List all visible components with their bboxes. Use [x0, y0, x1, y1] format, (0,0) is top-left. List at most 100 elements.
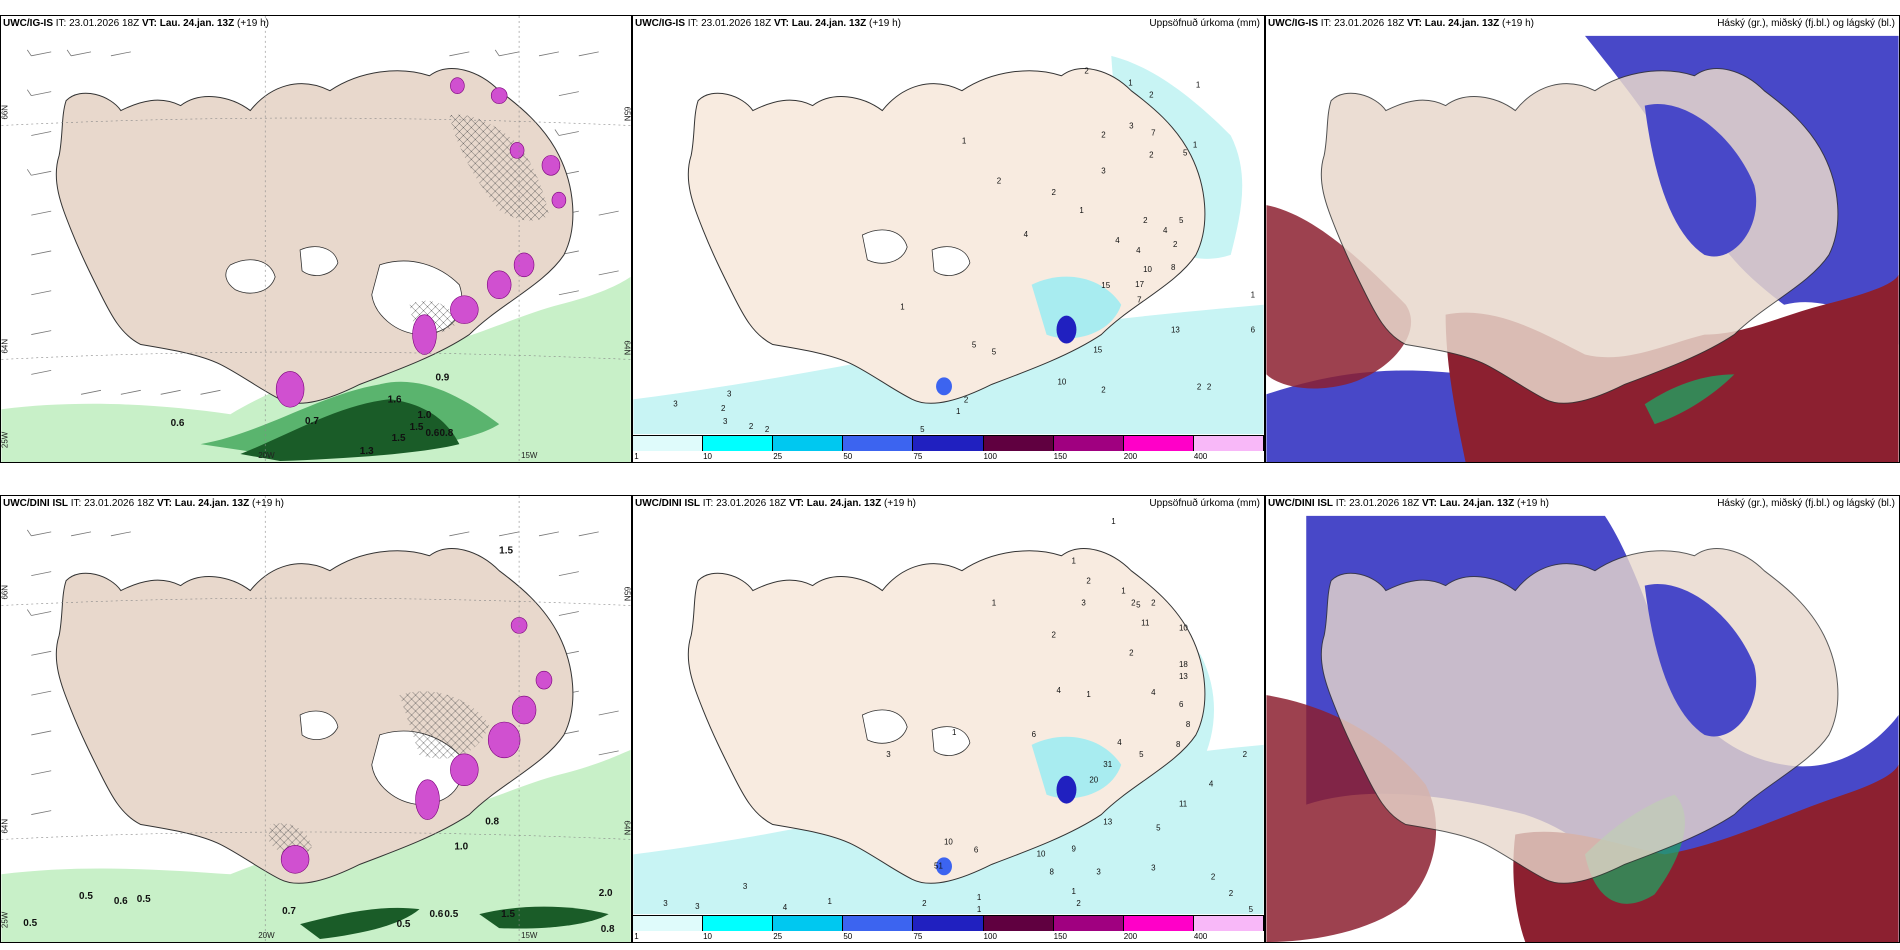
svg-text:2: 2	[1084, 67, 1089, 76]
lat-label: 65N	[623, 587, 631, 602]
wind-map: 66N 64N 25W 20W 15W 65N 64N 0.5 0.6 0.5 …	[1, 496, 631, 942]
svg-text:3: 3	[1151, 863, 1156, 872]
precip-core	[936, 857, 952, 876]
colorbar-swatch	[983, 916, 1054, 931]
svg-text:2: 2	[1052, 630, 1057, 639]
wind-speed-label: 0.7	[282, 906, 296, 917]
wind-speed-label: 0.8	[485, 817, 499, 828]
colorbar-swatch	[1193, 916, 1264, 931]
svg-text:2: 2	[997, 176, 1002, 185]
graticule	[1, 496, 631, 942]
svg-text:8: 8	[1171, 263, 1176, 272]
lon-label: 20W	[258, 931, 275, 940]
wind-speed-label: 0.6	[171, 418, 185, 429]
svg-text:11: 11	[1179, 800, 1188, 809]
panel-title: UWC/IG-IS IT: 23.01.2026 18Z VT: Lau. 24…	[1268, 18, 1534, 29]
colorbar-swatch	[633, 916, 704, 931]
glacier-patch	[861, 229, 908, 264]
panel-variable-title: Háský (gr.), miðský (fj.bl.) og lágský (…	[1717, 18, 1895, 29]
panel-title: UWC/DINI ISL IT: 23.01.2026 18Z VT: Lau.…	[635, 498, 916, 509]
svg-text:4: 4	[1024, 230, 1029, 239]
wind-speed-label: 0.6	[426, 428, 440, 439]
colorbar-swatch	[913, 916, 984, 931]
svg-text:2: 2	[964, 395, 969, 404]
panel-variable-title: Háský (gr.), miðský (fj.bl.) og lágský (…	[1717, 498, 1895, 509]
svg-text:2: 2	[1131, 599, 1136, 608]
hatched-area	[449, 114, 549, 221]
svg-text:2: 2	[1151, 599, 1156, 608]
wind-speed-label: 0.5	[137, 894, 151, 905]
cloud-map	[1266, 35, 1899, 462]
lat-label: 64N	[1, 819, 9, 834]
colorbar-label: 150	[1053, 452, 1068, 461]
svg-text:13: 13	[1179, 672, 1188, 681]
svg-text:6: 6	[1179, 700, 1184, 709]
svg-text:4: 4	[1209, 780, 1214, 789]
colorbar-label: 100	[983, 932, 997, 941]
svg-text:1: 1	[1193, 140, 1198, 149]
svg-text:2: 2	[1143, 216, 1148, 225]
svg-text:1: 1	[977, 893, 982, 902]
colorbar-label: 25	[773, 452, 783, 461]
svg-text:2: 2	[1076, 899, 1081, 908]
svg-text:5: 5	[1139, 750, 1144, 759]
colorbar-label: 400	[1193, 932, 1208, 941]
mid-cloud	[1644, 104, 1757, 257]
colorbar-label: 1	[634, 932, 639, 941]
cloud-map-panel-ig-is: UWC/IG-IS IT: 23.01.2026 18Z VT: Lau. 24…	[1265, 15, 1900, 463]
colorbar-swatch	[1123, 436, 1194, 451]
svg-text:1: 1	[1196, 81, 1201, 90]
colorbar-label: 1	[634, 452, 639, 461]
svg-text:3: 3	[743, 882, 748, 891]
precip-shading-land	[1031, 736, 1122, 799]
colorbar-swatch	[983, 436, 1054, 451]
colorbar-swatch	[913, 436, 984, 451]
svg-text:2: 2	[1197, 382, 1202, 391]
svg-text:3: 3	[1101, 166, 1106, 175]
lat-label: 66N	[1, 105, 9, 120]
svg-text:2: 2	[1243, 750, 1248, 759]
iceland-land	[687, 548, 1206, 884]
lon-label: 25W	[1, 911, 9, 928]
svg-text:1: 1	[977, 905, 982, 914]
svg-text:5: 5	[972, 341, 977, 350]
svg-text:8: 8	[1176, 740, 1181, 749]
svg-text:5: 5	[1179, 216, 1184, 225]
wind-speed-shading-dark	[240, 399, 460, 462]
precip-core	[936, 377, 952, 396]
svg-text:1: 1	[1128, 79, 1133, 88]
lon-label: 15W	[521, 931, 538, 940]
cloud-map-panel-dini: UWC/DINI ISL IT: 23.01.2026 18Z VT: Lau.…	[1265, 495, 1900, 943]
svg-text:1: 1	[956, 407, 961, 416]
svg-text:2: 2	[1229, 889, 1234, 898]
precip-core	[1056, 775, 1077, 804]
lat-label: 65N	[623, 107, 631, 122]
colorbar-swatch	[843, 436, 914, 451]
svg-text:15: 15	[1101, 281, 1110, 290]
svg-text:3: 3	[886, 750, 891, 759]
svg-text:2: 2	[1211, 872, 1216, 881]
svg-text:1: 1	[828, 897, 833, 906]
lon-label: 25W	[1, 431, 9, 448]
panel-title: UWC/IG-IS IT: 23.01.2026 18Z VT: Lau. 24…	[3, 18, 269, 29]
svg-text:3: 3	[723, 417, 728, 426]
svg-text:1: 1	[992, 599, 997, 608]
svg-text:4: 4	[1117, 738, 1122, 747]
precip-colorbar: 1 10 25 50 75 100 150 200 400	[633, 915, 1264, 942]
wind-speed-label: 0.6	[114, 896, 128, 907]
wind-speed-label: 1.5	[501, 909, 515, 920]
svg-text:8: 8	[1050, 867, 1055, 876]
panel-title: UWC/DINI ISL IT: 23.01.2026 18Z VT: Lau.…	[1268, 498, 1549, 509]
lat-label: 64N	[623, 821, 631, 836]
svg-text:5: 5	[992, 347, 997, 356]
svg-text:5: 5	[1136, 601, 1141, 610]
svg-text:2: 2	[1129, 648, 1134, 657]
panel-variable-title: Uppsöfnuð úrkoma (mm)	[1149, 498, 1260, 509]
svg-text:1: 1	[1251, 291, 1256, 300]
svg-text:3: 3	[673, 399, 678, 408]
svg-text:15: 15	[1093, 345, 1102, 354]
svg-text:3: 3	[663, 899, 668, 908]
colorbar-swatch	[1123, 916, 1194, 931]
svg-text:1: 1	[1071, 557, 1076, 566]
colorbar-label: 400	[1193, 452, 1208, 461]
